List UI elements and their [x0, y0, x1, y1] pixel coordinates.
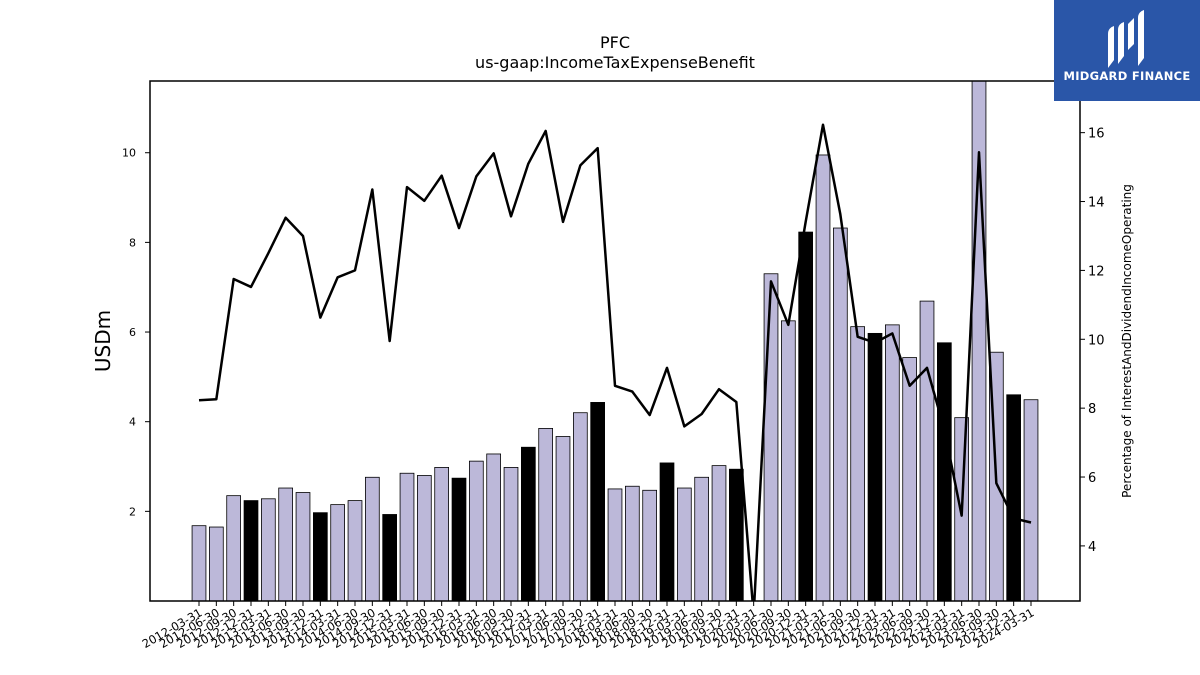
y2-tick-label: 12: [1088, 264, 1105, 279]
bar: [781, 320, 796, 602]
y-axis-label: USDm: [91, 310, 115, 372]
bar-series: [191, 80, 1039, 602]
bar: [330, 504, 346, 602]
bar: [867, 332, 883, 602]
bar: [694, 476, 709, 602]
y-tick-label: 4: [129, 416, 136, 429]
bar: [226, 495, 241, 602]
ratio-line: [198, 123, 1032, 601]
bar: [278, 487, 294, 602]
bar: [208, 526, 224, 602]
bar: [468, 460, 484, 602]
y-axis-left: 2 4 6 8 10: [122, 147, 150, 518]
bar: [677, 487, 692, 602]
bar: [364, 476, 380, 602]
bar: [382, 514, 398, 602]
y-axis-right: 4 6 8 10 12 14 16: [1080, 127, 1105, 555]
y2-tick-label: 8: [1088, 402, 1096, 417]
x-axis: 2012-03-312012-06-302012-09-302012-12-31…: [140, 601, 1037, 651]
bar: [937, 342, 952, 602]
bar: [312, 512, 328, 602]
bar: [885, 324, 900, 602]
bar: [243, 500, 259, 602]
y2-axis-label: Percentage of InterestAndDividendIncomeO…: [1120, 184, 1134, 498]
bar: [451, 477, 467, 602]
y-tick-label: 8: [129, 236, 136, 249]
bar: [503, 467, 519, 602]
bar: [347, 500, 363, 602]
bar: [659, 462, 675, 602]
bar: [573, 412, 588, 602]
bar: [434, 467, 450, 602]
bar: [295, 492, 311, 602]
y2-tick-label: 10: [1088, 333, 1105, 348]
bar: [191, 525, 207, 602]
y2-tick-label: 4: [1088, 540, 1096, 555]
bar: [642, 489, 657, 602]
bar: [538, 428, 553, 602]
y-tick-label: 6: [129, 326, 136, 339]
bar: [486, 453, 502, 602]
y-tick-label: 10: [122, 147, 136, 160]
chart-title: PFC: [600, 33, 630, 52]
line-series: [198, 123, 1032, 601]
bar: [555, 436, 571, 602]
midgard-logo-icon: [1108, 10, 1144, 68]
bar: [416, 475, 432, 602]
bar: [902, 357, 917, 602]
y2-tick-label: 16: [1088, 127, 1105, 142]
y2-tick-label: 6: [1088, 471, 1096, 486]
y-tick-label: 2: [129, 505, 136, 518]
bar: [399, 472, 415, 602]
bar: [711, 465, 727, 602]
bar: [798, 231, 813, 602]
bar: [260, 498, 276, 602]
y2-tick-label: 14: [1088, 196, 1105, 211]
logo-text: MIDGARD FINANCE: [1063, 69, 1191, 83]
bar: [521, 446, 536, 602]
bar: [919, 300, 935, 602]
bar: [625, 485, 640, 602]
bar: [833, 227, 848, 602]
bar: [763, 273, 779, 602]
bar: [590, 402, 605, 602]
bar: [607, 488, 623, 602]
bar: [850, 326, 865, 602]
bar: [815, 154, 831, 602]
midgard-logo: MIDGARD FINANCE: [1054, 0, 1200, 101]
bar: [1006, 394, 1021, 602]
bar: [1023, 399, 1039, 602]
bar: [729, 468, 744, 602]
chart-subtitle: us-gaap:IncomeTaxExpenseBenefit: [475, 53, 755, 72]
